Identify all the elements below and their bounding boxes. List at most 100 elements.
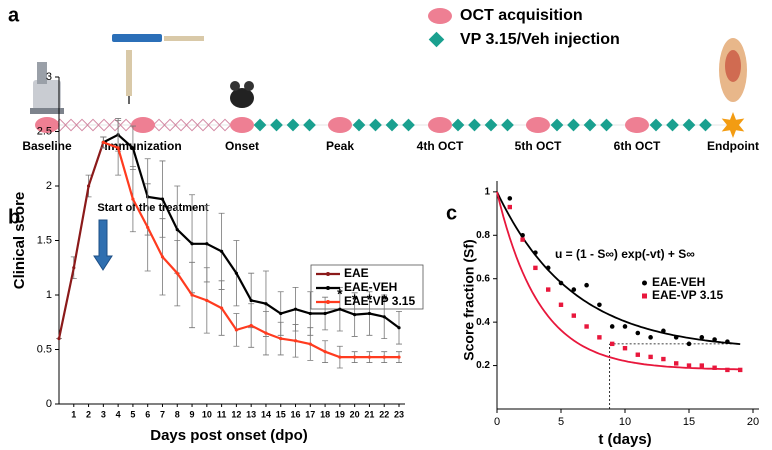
y-tick-label: 0.5	[37, 343, 52, 355]
x-tick-label: 14	[261, 409, 271, 419]
point	[279, 337, 283, 341]
pre-onset-marker	[196, 118, 210, 132]
legend-marker	[326, 300, 330, 304]
x-tick-label: 23	[394, 409, 404, 419]
point	[610, 341, 615, 347]
point	[520, 237, 525, 242]
point	[397, 355, 401, 359]
point	[367, 355, 372, 359]
point	[190, 293, 194, 297]
legend-label: EAE-VP 3.15	[652, 288, 723, 302]
point	[533, 250, 538, 255]
x-tick-label: 10	[202, 409, 212, 419]
point	[160, 197, 165, 201]
point	[584, 324, 589, 329]
point	[293, 339, 298, 343]
point	[648, 335, 653, 340]
point	[264, 302, 268, 306]
point	[308, 342, 312, 346]
y-tick-label: 2	[46, 180, 52, 192]
x-tick-label: 7	[160, 409, 165, 419]
x-tick-label: 9	[190, 409, 195, 419]
stage-label: Peak	[326, 139, 354, 153]
x-tick-label: 4	[116, 409, 121, 419]
x-tick-label: 21	[364, 409, 374, 419]
point	[175, 271, 179, 275]
stage-label: Endpoint	[707, 139, 759, 153]
x-axis-title: Days post onset (dpo)	[150, 427, 308, 444]
x-tick-label: 3	[101, 409, 106, 419]
point	[712, 337, 717, 342]
x-tick-label: 15	[683, 416, 695, 428]
syringe-icon	[112, 34, 204, 104]
point	[146, 225, 150, 230]
x-tick-label: 2	[86, 409, 91, 419]
point	[635, 352, 640, 357]
x-tick-label: 0	[494, 416, 500, 428]
point	[558, 302, 564, 307]
x-tick-label: 1	[71, 409, 76, 419]
point	[609, 324, 615, 329]
injection-marker	[270, 118, 283, 132]
y-tick-label: 0.2	[476, 360, 490, 371]
legend-oct-icon	[428, 8, 452, 24]
panel-label: b	[8, 206, 20, 228]
injection-marker	[666, 118, 679, 132]
point	[175, 228, 179, 232]
point	[725, 367, 730, 373]
oct-device-icon	[30, 62, 64, 114]
point	[338, 307, 342, 311]
point	[597, 335, 602, 340]
point	[249, 298, 253, 303]
oct-marker	[625, 117, 649, 133]
point	[686, 363, 692, 368]
x-tick-label: 11	[217, 409, 227, 419]
legend-text: OCT acquisition	[460, 7, 583, 24]
point	[382, 355, 386, 359]
injection-marker	[286, 118, 300, 132]
injection-marker	[567, 118, 580, 132]
point	[323, 350, 327, 354]
pre-onset-marker	[97, 118, 111, 132]
point	[279, 311, 283, 316]
y-axis-title: Clinical score	[11, 192, 28, 290]
stage-label: Onset	[225, 139, 259, 153]
injection-marker	[369, 118, 382, 132]
x-tick-label: 10	[619, 416, 631, 428]
legend-marker	[642, 280, 647, 286]
point	[635, 330, 641, 336]
injection-marker	[649, 118, 663, 132]
injection-marker	[682, 118, 696, 132]
pre-onset-marker	[174, 118, 188, 132]
injection-marker	[451, 118, 465, 132]
stage-label: 4th OCT	[417, 139, 464, 153]
point	[661, 356, 666, 362]
oct-marker	[230, 117, 254, 133]
point	[673, 335, 679, 340]
point	[190, 242, 194, 246]
point	[72, 266, 76, 270]
injection-marker	[501, 118, 514, 132]
point	[367, 311, 372, 316]
legend-label: EAE-VEH	[652, 275, 705, 289]
point	[622, 346, 628, 351]
point	[648, 354, 653, 360]
oct-marker	[131, 117, 155, 133]
annotation: Start of the treatment	[97, 202, 209, 214]
injection-marker	[583, 118, 597, 132]
legend-label: EAE-VP 3.15	[344, 294, 415, 308]
point	[249, 323, 253, 328]
point	[507, 204, 512, 210]
injection-marker	[352, 118, 366, 132]
point	[131, 197, 135, 201]
significance-label: *	[352, 291, 358, 307]
oct-marker	[328, 117, 352, 133]
point	[131, 146, 135, 150]
formula: u = (1 - S∞) exp(-vt) + S∞	[555, 247, 695, 261]
point	[699, 335, 705, 340]
panel-label: a	[8, 4, 20, 26]
pre-onset-marker	[152, 118, 166, 132]
x-tick-label: 17	[305, 409, 315, 419]
injection-marker	[484, 118, 498, 132]
x-tick-label: 15	[276, 409, 286, 419]
